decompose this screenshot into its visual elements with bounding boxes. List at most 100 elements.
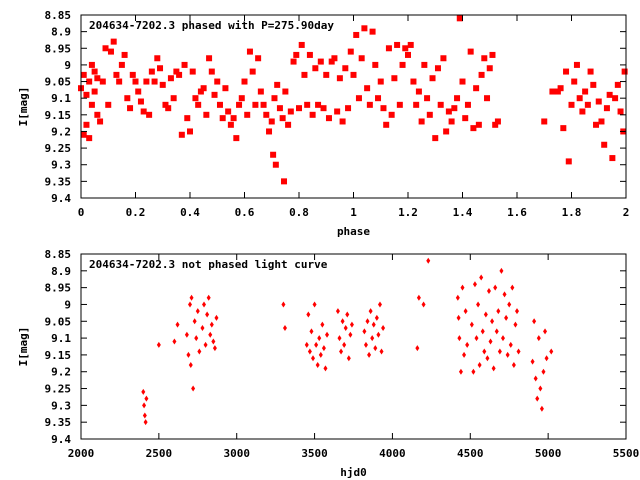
data-point — [541, 118, 548, 125]
tick-marks — [80, 253, 627, 440]
data-point — [584, 101, 591, 108]
data-point — [142, 402, 147, 409]
data-point — [579, 108, 586, 115]
data-point — [94, 75, 101, 82]
data-point — [116, 78, 123, 85]
data-point — [434, 65, 441, 72]
y-tick-label: 9.15 — [45, 109, 72, 122]
data-point — [91, 68, 98, 75]
data-point — [309, 111, 316, 118]
data-point — [188, 301, 192, 308]
data-point — [227, 121, 234, 128]
data-point — [335, 308, 340, 315]
y-tick-label: 9.35 — [45, 175, 72, 188]
data-point — [195, 308, 200, 315]
y-tick-label: 9 — [64, 59, 71, 72]
data-point — [413, 101, 420, 108]
data-point — [463, 308, 468, 315]
data-point — [285, 121, 292, 128]
data-point — [539, 405, 544, 412]
data-point — [331, 55, 338, 62]
data-point — [124, 95, 131, 102]
data-point — [576, 95, 583, 102]
data-point — [563, 68, 570, 75]
data-point — [473, 85, 480, 92]
data-point — [203, 341, 208, 348]
data-point — [595, 98, 602, 105]
data-point — [488, 338, 493, 345]
data-point — [508, 341, 513, 348]
data-point — [565, 158, 572, 165]
data-point — [481, 55, 488, 62]
data-point — [246, 48, 253, 55]
data-point — [549, 348, 554, 355]
data-point — [323, 365, 328, 372]
data-point — [448, 118, 455, 125]
data-point — [110, 38, 117, 45]
data-point — [317, 335, 322, 342]
data-point — [320, 321, 325, 328]
y-tick-label: 9.2 — [51, 366, 71, 379]
data-point — [621, 68, 628, 75]
data-point — [244, 111, 251, 118]
data-point — [494, 328, 499, 335]
y-tick-label: 9.3 — [51, 159, 71, 172]
data-point — [317, 58, 324, 65]
data-point — [418, 118, 425, 125]
data-point — [346, 355, 351, 362]
data-point — [375, 95, 382, 102]
y-tick-label: 9.2 — [51, 125, 71, 138]
x-tick-labels: 0 0.2 0.4 0.6 0.8 1 1.2 1.4 1.6 1.8 2 — [78, 206, 630, 219]
data-point — [203, 111, 210, 118]
data-point — [287, 108, 294, 115]
data-point — [497, 348, 502, 355]
x-tick-label: 4000 — [379, 447, 406, 460]
data-point — [421, 301, 426, 308]
data-point — [366, 101, 373, 108]
data-point — [458, 368, 463, 375]
data-point — [505, 351, 510, 358]
data-point — [306, 51, 313, 58]
data-point — [533, 375, 538, 382]
data-point — [325, 115, 332, 122]
data-point — [511, 362, 516, 368]
x-tick-label: 0.4 — [180, 206, 200, 219]
data-point — [560, 125, 567, 132]
data-point — [298, 41, 305, 48]
data-point — [268, 118, 275, 125]
y-tick-label: 8.9 — [51, 265, 71, 278]
data-point — [372, 61, 379, 68]
data-point — [255, 55, 262, 62]
data-point — [99, 78, 106, 85]
data-point — [535, 395, 540, 402]
data-point — [148, 68, 155, 75]
data-point — [137, 98, 144, 105]
data-point — [189, 294, 194, 301]
data-point — [355, 95, 362, 102]
data-point — [455, 294, 460, 301]
data-point — [532, 318, 537, 325]
data-point — [127, 105, 134, 112]
data-point — [536, 335, 541, 342]
x-tick-label: 0.8 — [289, 206, 309, 219]
data-point — [480, 328, 485, 335]
data-point — [593, 121, 600, 128]
data-point — [325, 331, 330, 338]
data-point — [573, 61, 580, 68]
light-curve-plot: 8.85 8.9 8.95 9 9.05 9.1 9.15 9.2 9.25 9.3 9.35 9.4… — [17, 248, 639, 479]
data-point — [381, 325, 386, 331]
data-point — [426, 257, 431, 264]
data-point — [208, 331, 213, 338]
x-axis-label: phase — [337, 225, 370, 238]
data-point — [493, 284, 498, 291]
data-point — [504, 314, 509, 321]
data-point — [437, 101, 444, 108]
data-point — [172, 338, 177, 345]
data-point — [467, 48, 474, 55]
data-point — [279, 115, 286, 122]
data-point — [132, 78, 139, 85]
data-point — [603, 105, 610, 112]
data-point — [159, 81, 166, 88]
data-point — [380, 105, 387, 112]
